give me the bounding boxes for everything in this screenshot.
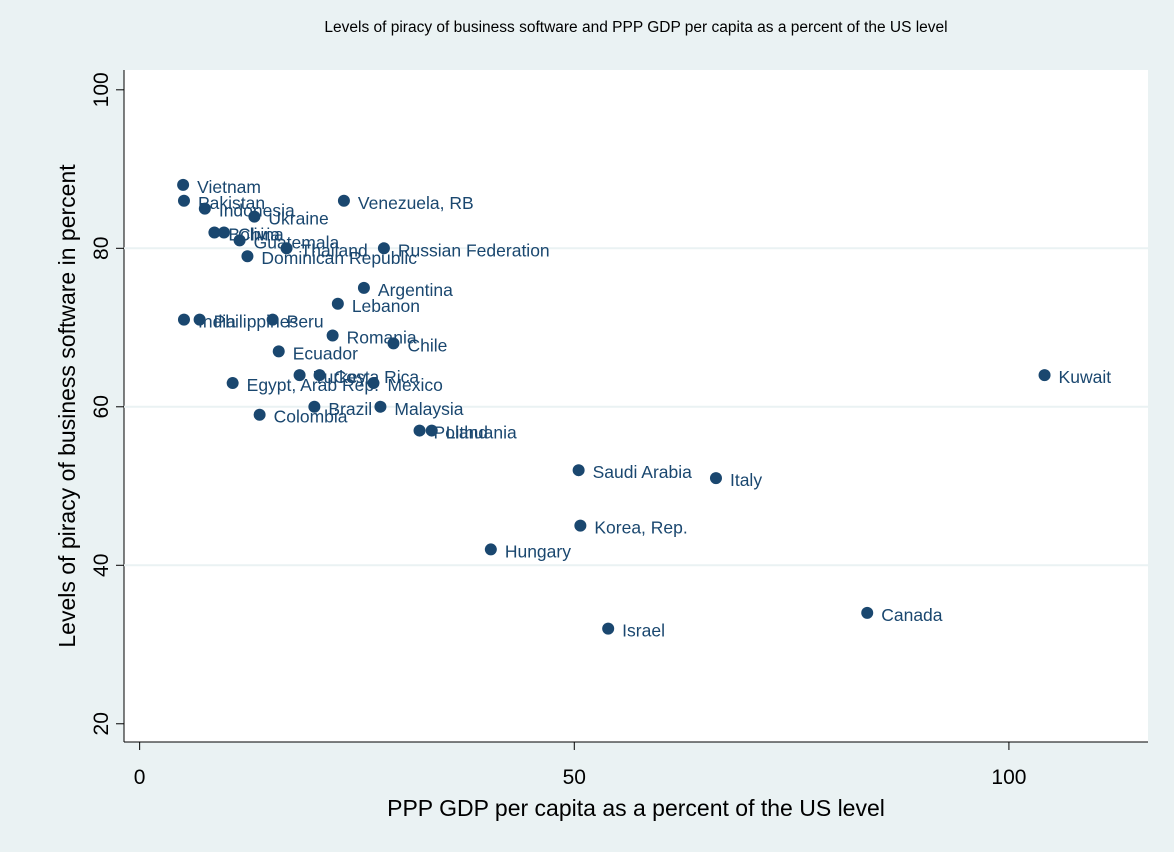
point-label: Argentina — [378, 280, 453, 300]
point — [241, 250, 254, 263]
point — [293, 369, 306, 382]
point — [425, 424, 438, 437]
point-label: Thailand — [301, 240, 368, 260]
point — [367, 377, 380, 390]
point-label: Malaysia — [394, 399, 463, 419]
point — [177, 194, 190, 207]
point — [574, 519, 587, 532]
point-label: Egypt, Arab Rep. — [247, 375, 379, 395]
point — [357, 281, 370, 294]
point-label: Lebanon — [352, 296, 420, 316]
point-label: Pakistan — [198, 193, 265, 213]
x-tick-label: 0 — [134, 766, 146, 789]
point — [326, 329, 339, 342]
point — [331, 297, 344, 310]
point — [709, 472, 722, 485]
point — [253, 408, 266, 421]
point-label: Ecuador — [293, 343, 358, 363]
point — [208, 226, 221, 239]
point-label: Poland — [434, 423, 489, 443]
point — [572, 464, 585, 477]
point-label: Mexico — [387, 375, 442, 395]
y-tick-label: 20 — [90, 712, 113, 735]
point — [377, 242, 390, 255]
point — [280, 242, 293, 255]
point — [861, 606, 874, 619]
point-label: Peru — [287, 312, 324, 332]
point — [193, 313, 206, 326]
point-label: Saudi Arabia — [593, 462, 693, 482]
point — [266, 313, 279, 326]
point-label: Israel — [622, 621, 665, 641]
point-label: Hungary — [505, 541, 571, 561]
point-label: Korea, Rep. — [594, 518, 687, 538]
point-label: Chile — [407, 335, 447, 355]
point-label: Russian Federation — [398, 240, 550, 260]
point-label: Dominican Republic — [261, 248, 417, 268]
y-tick-label: 80 — [90, 237, 113, 260]
point — [233, 234, 246, 247]
chart-title: Levels of piracy of business software an… — [324, 19, 947, 36]
point — [308, 400, 321, 413]
point — [272, 345, 285, 358]
point-label: Guatemala — [254, 232, 340, 252]
point — [1038, 369, 1051, 382]
point-label: China — [238, 224, 284, 244]
y-tick-label: 40 — [90, 554, 113, 577]
point-label: Turkey — [314, 367, 367, 387]
point — [387, 337, 400, 350]
point — [602, 622, 615, 635]
point — [313, 369, 326, 382]
point — [217, 226, 230, 239]
point — [374, 400, 387, 413]
point-label: Brazil — [328, 399, 372, 419]
point-label: Ukraine — [268, 209, 328, 229]
point — [177, 313, 190, 326]
point-label: Venezuela, RB — [358, 193, 474, 213]
point — [226, 377, 239, 390]
x-tick-label: 50 — [563, 766, 586, 789]
point — [177, 178, 190, 191]
y-axis-label: Levels of piracy of business software in… — [54, 164, 80, 648]
point-label: Kuwait — [1059, 367, 1112, 387]
point — [198, 202, 211, 215]
x-axis-label: PPP GDP per capita as a percent of the U… — [387, 795, 885, 821]
point-label: Indonesia — [219, 201, 295, 221]
point — [337, 194, 350, 207]
y-tick-label: 100 — [90, 72, 113, 107]
point-label: Costa Rica — [334, 367, 420, 387]
point — [484, 543, 497, 556]
point-label: Italy — [730, 470, 762, 490]
y-tick-label: 60 — [90, 395, 113, 418]
x-tick-label: 100 — [991, 766, 1026, 789]
point-label: Vietnam — [197, 177, 261, 197]
point — [413, 424, 426, 437]
point-label: Canada — [881, 605, 943, 625]
point-label: Colombia — [274, 407, 348, 427]
point — [248, 210, 261, 223]
point-label: India — [198, 312, 236, 332]
point-label: Lithuania — [446, 423, 517, 443]
